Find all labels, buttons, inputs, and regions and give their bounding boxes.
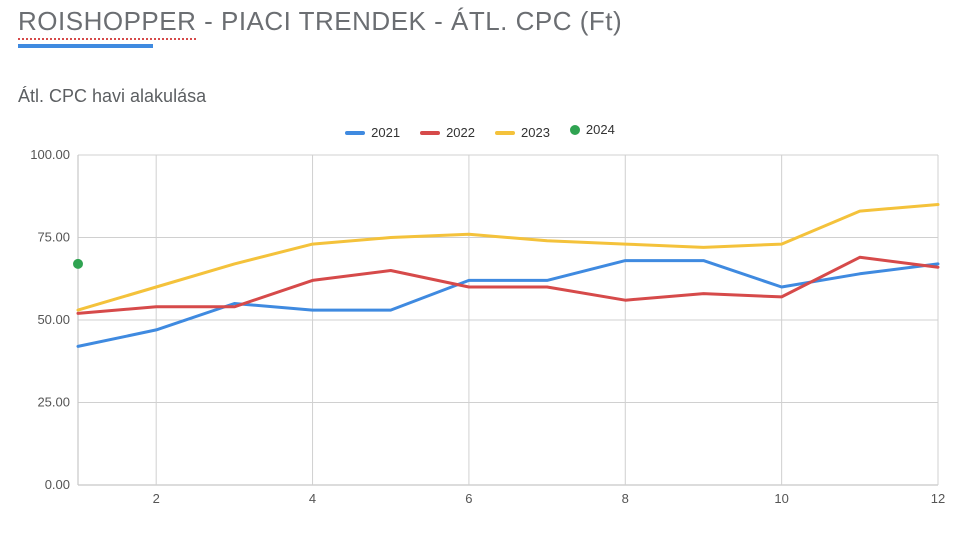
legend-label: 2021 bbox=[371, 125, 400, 140]
legend-item: 2023 bbox=[495, 125, 550, 140]
legend-label: 2023 bbox=[521, 125, 550, 140]
legend-swatch bbox=[495, 131, 515, 135]
y-axis-tick-label: 75.00 bbox=[37, 230, 70, 245]
x-axis-tick-label: 2 bbox=[153, 491, 160, 506]
legend-item: 2022 bbox=[420, 125, 475, 140]
x-axis-tick-label: 8 bbox=[622, 491, 629, 506]
legend-swatch bbox=[345, 131, 365, 135]
chart-legend: 2021 2022 2023 2024 bbox=[0, 122, 960, 140]
x-axis-tick-label: 6 bbox=[465, 491, 472, 506]
legend-label: 2022 bbox=[446, 125, 475, 140]
legend-swatch bbox=[420, 131, 440, 135]
y-axis-tick-label: 25.00 bbox=[37, 395, 70, 410]
title-accent-underline bbox=[18, 44, 153, 48]
series-marker-2024 bbox=[73, 259, 83, 269]
cpc-line-chart: 0.00 25.00 50.00 75.00 100.00 2 4 6 8 10 12 bbox=[18, 145, 948, 515]
chart-container: 0.00 25.00 50.00 75.00 100.00 2 4 6 8 10 12 bbox=[18, 145, 948, 515]
y-axis-tick-label: 100.00 bbox=[30, 147, 70, 162]
title-prefix: ROISHOPPER bbox=[18, 6, 196, 40]
series-line-2022 bbox=[78, 257, 938, 313]
y-axis-tick-label: 0.00 bbox=[45, 477, 70, 492]
x-axis-tick-label: 12 bbox=[931, 491, 945, 506]
legend-item: 2021 bbox=[345, 125, 400, 140]
chart-subtitle: Átl. CPC havi alakulása bbox=[18, 86, 206, 107]
legend-swatch bbox=[570, 125, 580, 135]
legend-item: 2024 bbox=[570, 122, 615, 137]
x-axis-tick-label: 4 bbox=[309, 491, 316, 506]
page-title: ROISHOPPER - PIACI TRENDEK - ÁTL. CPC (F… bbox=[18, 6, 622, 37]
legend-label: 2024 bbox=[586, 122, 615, 137]
y-axis-tick-label: 50.00 bbox=[37, 312, 70, 327]
title-rest: - PIACI TRENDEK - ÁTL. CPC (Ft) bbox=[196, 6, 622, 36]
x-axis-tick-label: 10 bbox=[774, 491, 788, 506]
series-line-2023 bbox=[78, 205, 938, 311]
